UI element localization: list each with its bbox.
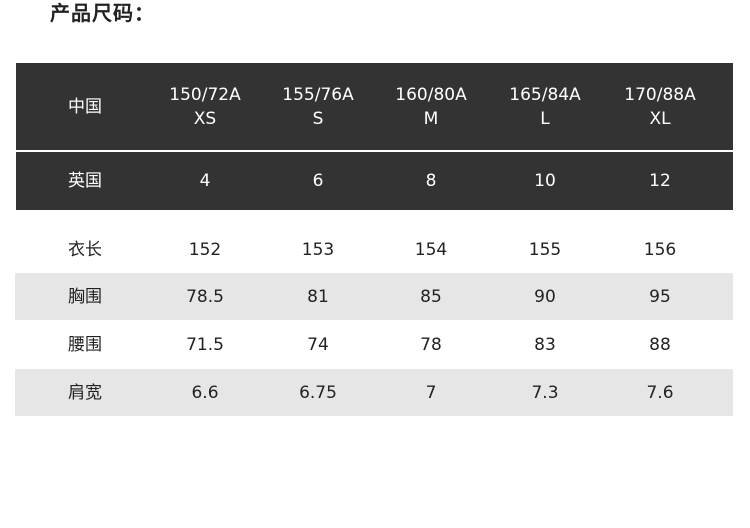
- measure-cell: 74: [307, 334, 329, 355]
- size-code: 170/88A: [624, 85, 696, 105]
- row-label: 英国: [68, 171, 102, 191]
- size-letter: XS: [193, 109, 217, 129]
- size-letter: L: [540, 109, 550, 129]
- measure-cell: 88: [649, 334, 671, 355]
- measure-cell: 85: [420, 286, 442, 307]
- uk-size: 12: [649, 171, 671, 191]
- measure-cell: 83: [534, 334, 556, 355]
- measure-cell: 7.6: [646, 382, 674, 403]
- size-letter: XL: [649, 109, 671, 129]
- measure-cell: 7: [425, 382, 437, 403]
- page-title: 产品尺码：: [50, 1, 155, 25]
- size-cell: 170/88A XL: [624, 83, 695, 131]
- row-label: 衣长: [68, 239, 102, 260]
- measure-cell: 78: [420, 334, 442, 355]
- size-cell: 150/72A XS: [169, 83, 240, 131]
- measure-cell: 153: [301, 239, 335, 260]
- uk-size: 6: [312, 171, 324, 191]
- measure-cell: 154: [414, 239, 448, 260]
- header-band: [16, 63, 733, 150]
- measure-cell: 6.6: [191, 382, 219, 403]
- measure-cell: 71.5: [186, 334, 224, 355]
- row-band: [15, 273, 733, 320]
- measure-cell: 155: [528, 239, 562, 260]
- measure-cell: 78.5: [186, 286, 224, 307]
- uk-size: 8: [425, 171, 437, 191]
- size-cell: 160/80A M: [395, 83, 466, 131]
- uk-size: 4: [199, 171, 211, 191]
- measure-cell: 6.75: [299, 382, 337, 403]
- size-letter: S: [312, 109, 324, 129]
- uk-size: 10: [534, 171, 556, 191]
- size-code: 165/84A: [509, 85, 581, 105]
- measure-cell: 152: [188, 239, 222, 260]
- measure-cell: 81: [307, 286, 329, 307]
- measure-cell: 7.3: [531, 382, 559, 403]
- size-code: 155/76A: [282, 85, 354, 105]
- size-cell: 155/76A S: [282, 83, 353, 131]
- row-label: 中国: [68, 97, 102, 117]
- measure-cell: 156: [643, 239, 677, 260]
- row-label: 胸围: [68, 286, 102, 307]
- size-letter: M: [423, 109, 439, 129]
- row-label: 肩宽: [68, 382, 102, 403]
- header-band: [16, 152, 733, 210]
- row-band: [15, 369, 733, 416]
- measure-cell: 90: [534, 286, 556, 307]
- row-label: 腰围: [68, 334, 102, 355]
- measure-cell: 95: [649, 286, 671, 307]
- size-cell: 165/84A L: [509, 83, 580, 131]
- size-code: 160/80A: [395, 85, 467, 105]
- size-code: 150/72A: [169, 85, 241, 105]
